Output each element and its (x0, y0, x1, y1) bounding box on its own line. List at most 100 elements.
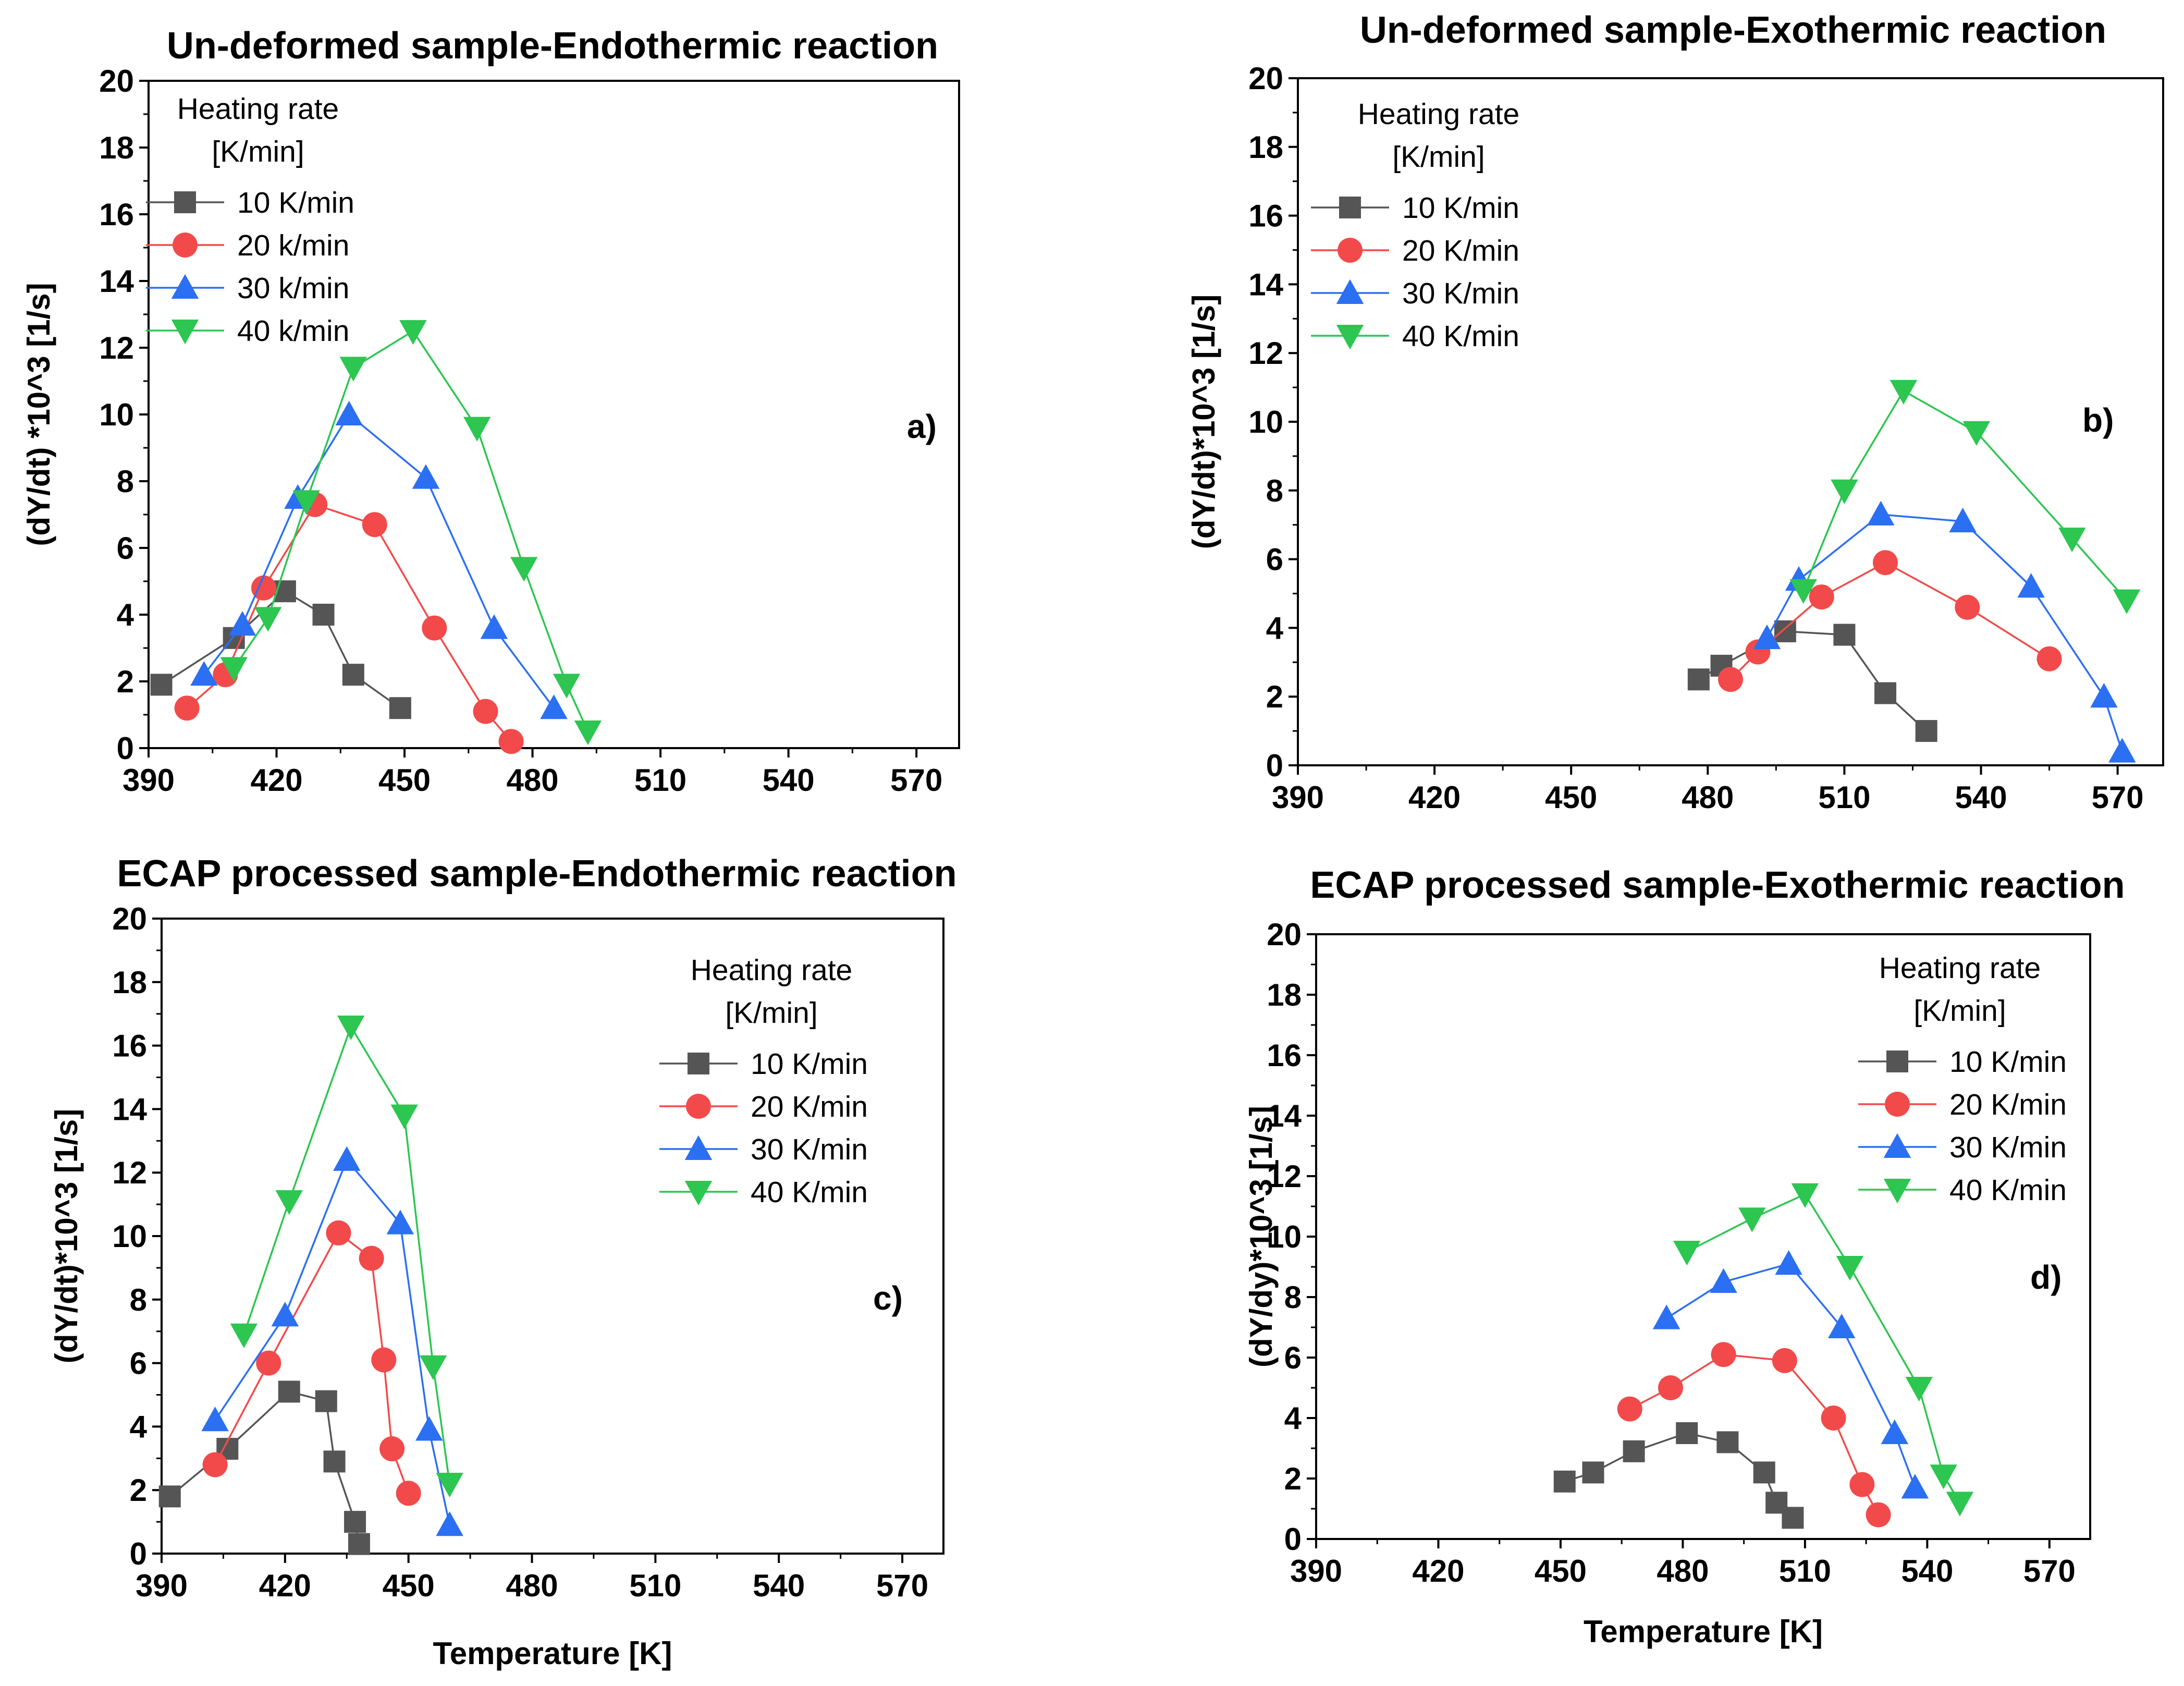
y-tick-label: 10 (1267, 1219, 1302, 1254)
y-tick-label: 0 (130, 1536, 147, 1571)
y-tick-label: 8 (1284, 1280, 1302, 1315)
data-point (271, 1302, 299, 1327)
series-10k (158, 1380, 370, 1555)
y-tick-label: 0 (117, 731, 134, 766)
legend-marker (684, 1181, 713, 1206)
legend-title: [K/min] (212, 135, 304, 168)
x-tick-label: 540 (763, 763, 815, 798)
chart-title: ECAP processed sample-Exothermic reactio… (1310, 864, 2125, 906)
series-10k (150, 580, 411, 719)
legend-entry: 10 K/min (1949, 1045, 2067, 1079)
y-tick-label: 4 (117, 597, 134, 632)
legend-entry: 30 K/min (1402, 277, 1519, 310)
legend-entry: 40 k/min (237, 314, 349, 348)
legend-entry: 10 K/min (237, 186, 354, 219)
data-point (1774, 620, 1796, 642)
data-point (2108, 738, 2136, 763)
legend-entry: 20 k/min (237, 229, 349, 262)
chart-panel-c: ECAP processed sample-Endothermic reacti… (49, 853, 957, 1671)
y-tick-label: 14 (1248, 267, 1283, 302)
legend-entry: 10 K/min (1402, 191, 1519, 225)
data-point (436, 1473, 463, 1498)
series-40k (220, 320, 602, 746)
data-point (1775, 1250, 1802, 1275)
data-point (1889, 380, 1918, 405)
y-tick-label: 8 (117, 464, 134, 499)
series-20k (202, 1220, 421, 1506)
data-point (1623, 1440, 1645, 1462)
data-point (1881, 1419, 1909, 1444)
data-point (480, 614, 508, 639)
y-tick-label: 6 (1284, 1340, 1302, 1375)
data-point (1782, 1507, 1804, 1529)
x-tick-label: 390 (136, 1568, 188, 1603)
y-tick-label: 2 (1266, 679, 1283, 714)
data-point (1753, 624, 1781, 650)
legend-entry: 10 K/min (751, 1047, 868, 1081)
data-point (1738, 1207, 1766, 1232)
data-point (1873, 550, 1898, 576)
data-point (333, 1146, 361, 1171)
data-point (312, 604, 335, 626)
chart-title: Un-deformed sample-Exothermic reaction (1360, 9, 2106, 51)
x-tick-label: 480 (507, 763, 559, 798)
legend-marker (1885, 1092, 1910, 1117)
data-point (362, 512, 387, 537)
y-tick-label: 18 (1248, 130, 1283, 165)
x-tick-label: 450 (1535, 1554, 1587, 1589)
series-line (161, 590, 401, 709)
data-point (2017, 573, 2045, 598)
data-point (412, 464, 440, 489)
x-tick-label: 450 (378, 763, 431, 798)
data-point (337, 1016, 365, 1041)
data-point (344, 1511, 366, 1533)
y-axis-label: (dY/dy)*10^3 [1/s] (1244, 1106, 1279, 1367)
data-point (1652, 1304, 1680, 1329)
y-tick-label: 4 (1284, 1401, 1302, 1436)
legend-entry: 20 K/min (1949, 1088, 2067, 1121)
y-tick-label: 8 (1266, 473, 1283, 508)
y-tick-label: 14 (99, 264, 134, 299)
legend-marker (1336, 325, 1364, 350)
y-tick-label: 6 (1266, 542, 1283, 577)
series-line (203, 413, 555, 709)
chart-panel-b: Un-deformed sample-Exothermic reaction 39… (1186, 9, 2164, 815)
chart-panel-d: ECAP processed sample-Exothermic reactio… (1244, 864, 2125, 1649)
plot-frame (161, 918, 944, 1555)
legend-marker (171, 274, 199, 299)
data-point (254, 607, 282, 632)
x-tick-label: 420 (1408, 780, 1461, 815)
data-point (1789, 579, 1818, 604)
legend: Heating rate [K/min] 10 K/min 20 K/min 30 K/… (1311, 97, 1519, 353)
y-tick-label: 20 (1267, 917, 1302, 952)
x-tick-label: 420 (259, 1568, 311, 1603)
x-tick-label: 480 (1682, 780, 1734, 815)
y-tick-label: 18 (99, 130, 134, 165)
legend-entry: 40 K/min (751, 1176, 868, 1209)
series-40k (230, 1016, 463, 1498)
data-point (510, 557, 538, 582)
y-tick-label: 12 (99, 331, 134, 365)
data-point (342, 664, 364, 686)
data-point (190, 661, 218, 686)
data-point (422, 615, 447, 641)
y-tick-label: 4 (1266, 610, 1284, 645)
y-tick-label: 8 (130, 1282, 147, 1317)
legend-entry: 20 K/min (751, 1090, 868, 1123)
legend-title: [K/min] (1392, 140, 1484, 174)
x-tick-label: 510 (629, 1568, 681, 1603)
x-tick-label: 390 (1290, 1554, 1342, 1589)
data-point (463, 417, 491, 442)
data-point (275, 1190, 303, 1215)
data-point (436, 1511, 463, 1536)
x-tick-label: 510 (634, 763, 686, 798)
y-tick-label: 10 (99, 397, 134, 432)
y-tick-label: 12 (112, 1155, 147, 1190)
y-tick-label: 16 (112, 1029, 147, 1064)
y-tick-label: 2 (130, 1473, 147, 1508)
series-line (243, 1024, 451, 1484)
data-point (174, 695, 200, 721)
data-point (1716, 1431, 1739, 1453)
data-point (1905, 1377, 1933, 1402)
y-tick-label: 16 (1248, 199, 1283, 234)
